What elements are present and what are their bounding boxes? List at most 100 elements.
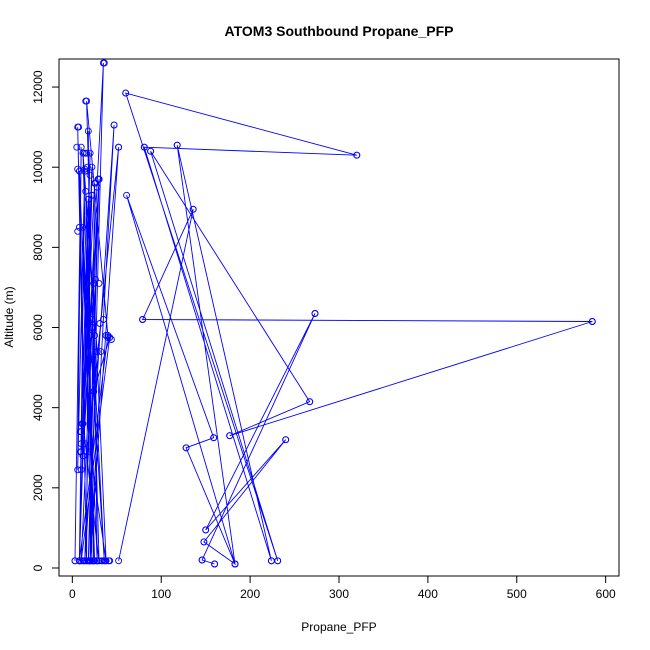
y-tick-label: 8000 [31,234,45,261]
data-point [99,316,107,323]
data-point [83,149,91,157]
x-tick-label: 300 [329,587,349,601]
data-point [91,275,99,283]
data-point [102,332,110,339]
data-point [182,444,190,452]
series-point [77,143,85,151]
data-point [306,398,314,406]
series-line-1 [74,62,120,561]
data-point [71,557,79,565]
data-point [139,316,147,323]
data-point [76,448,84,456]
x-tick-label: 100 [151,587,171,601]
data-point [92,557,100,565]
series-point [75,167,83,175]
data-point [353,151,361,159]
data-point [81,167,89,175]
data-point [100,59,108,67]
series-point [88,316,96,323]
data-point [211,560,219,568]
plot-frame [58,58,620,577]
series-point [86,332,94,339]
y-axis: 0 2000 4000 6000 8000 10000 12000 [31,70,60,571]
data-point [226,432,234,440]
data-point [189,205,197,213]
data-point [122,89,130,97]
y-axis-label: Altitude (m) [2,286,16,347]
data-point [588,318,596,325]
data-point [274,557,282,565]
x-tick-label: 400 [418,587,438,601]
x-tick-label: 200 [240,587,260,601]
points-layer [71,59,596,568]
y-tick-label: 10000 [31,150,45,184]
data-point [110,121,118,129]
series-point [93,348,101,356]
y-tick-label: 6000 [31,314,45,341]
series-point [86,448,94,456]
data-point [115,143,123,151]
data-point [85,557,93,565]
data-point [107,336,115,343]
data-point [147,147,155,155]
data-point [86,171,94,179]
data-point [89,557,97,565]
series-point [115,557,123,565]
x-axis-label: Propane_PFP [301,620,376,634]
data-point [198,556,206,564]
data-point [105,557,113,565]
x-tick-label: 600 [596,587,616,601]
series-point [79,223,87,231]
y-tick-label: 0 [31,564,45,571]
data-point [73,143,81,151]
data-point [98,557,106,565]
data-point [75,223,83,231]
series-layer [71,59,596,568]
series-point [86,149,94,157]
data-point [210,434,218,442]
series-point [84,127,92,135]
data-point [81,149,89,157]
data-point [95,279,103,287]
chart-title: ATOM3 Southbound Propane_PFP [225,23,454,39]
series-point [123,191,131,199]
data-point [93,183,101,191]
data-point [78,420,86,428]
data-point [97,348,105,356]
y-tick-label: 4000 [31,394,45,421]
x-axis: 0 100 200 300 400 500 600 [69,575,616,601]
data-point [77,440,85,448]
series-point [82,187,90,195]
data-point [88,191,96,199]
series-point [90,279,98,287]
series-point [104,332,112,339]
data-point [91,332,99,339]
series-point [74,466,82,474]
y-tick-label: 12000 [31,70,45,104]
data-point [84,356,92,364]
x-tick-label: 500 [507,587,527,601]
data-point [90,388,98,396]
series-point [81,440,89,448]
data-point [140,143,148,151]
data-point [75,123,83,131]
data-point [84,195,92,203]
y-tick-label: 2000 [31,474,45,501]
data-point [282,436,290,444]
data-point [77,466,85,474]
data-point [87,356,95,364]
x-tick-label: 0 [69,587,76,601]
data-point [173,141,181,149]
data-point [82,97,90,105]
data-point [74,227,82,235]
data-point [80,557,88,565]
data-point [96,320,104,327]
series-line-2 [118,92,593,566]
series-point [79,149,87,157]
data-point [75,557,83,565]
data-point [88,324,96,331]
data-point [76,428,84,436]
data-point [231,560,239,568]
data-point [104,334,112,341]
series-point [88,163,96,171]
